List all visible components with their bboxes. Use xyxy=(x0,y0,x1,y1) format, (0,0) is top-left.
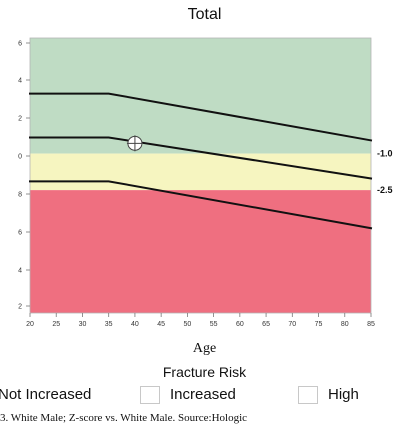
patient-marker xyxy=(126,135,143,152)
x-tick-label: 20 xyxy=(26,321,34,328)
x-tick-label: 30 xyxy=(79,321,87,328)
reference-line-1 xyxy=(29,92,373,142)
x-axis-label: Age xyxy=(192,341,217,356)
band-high xyxy=(30,190,371,313)
y-tick-label: 4 xyxy=(18,78,22,85)
threshold-labels: -1.0 -2.5 xyxy=(377,149,393,196)
band-increased xyxy=(30,153,371,191)
legend-label-not-increased: Not Increased xyxy=(0,386,92,403)
reference-curves xyxy=(29,92,373,230)
threshold-label-minus-2-5: -2.5 xyxy=(377,185,393,195)
threshold-label-minus-1: -1.0 xyxy=(377,149,393,159)
x-tick-label: 40 xyxy=(131,321,139,328)
x-tick-label: 85 xyxy=(367,321,375,328)
x-tick-label: 35 xyxy=(105,321,113,328)
y-tick-label: 8 xyxy=(18,192,22,199)
chart-title: Total xyxy=(187,6,222,23)
y-tick-label: 6 xyxy=(18,230,22,237)
x-axis-ticks: 20 25 30 35 40 45 50 55 60 65 70 75 80 85 xyxy=(26,313,375,328)
x-tick-label: 65 xyxy=(262,321,270,328)
x-tick-label: 50 xyxy=(183,321,191,328)
legend-label-increased: Increased xyxy=(170,386,236,403)
y-tick-label: 4 xyxy=(18,268,22,275)
fracture-risk-legend: Not Increased Increased High xyxy=(0,383,409,407)
y-tick-label: 2 xyxy=(18,304,22,311)
x-tick-label: 75 xyxy=(315,321,323,328)
y-tick-label: 0 xyxy=(18,154,22,161)
legend-item-not-increased: Not Increased xyxy=(0,383,91,407)
legend-item-high: High xyxy=(298,383,359,407)
plot-border xyxy=(29,37,372,314)
legend-title: Fracture Risk xyxy=(162,364,247,380)
legend-swatch-high xyxy=(298,386,318,404)
x-tick-label: 60 xyxy=(236,321,244,328)
risk-bands xyxy=(30,38,371,313)
reference-line-3 xyxy=(29,180,373,230)
y-tick-label: 6 xyxy=(18,41,22,48)
x-tick-label: 45 xyxy=(157,321,165,328)
plot-frame xyxy=(29,37,372,314)
legend-swatch-increased xyxy=(140,386,160,404)
legend-item-increased: Increased xyxy=(140,383,236,407)
footnote: 3. White Male; Z-score vs. White Male. S… xyxy=(0,412,248,424)
legend-label-high: High xyxy=(328,386,359,403)
x-tick-label: 55 xyxy=(210,321,218,328)
x-tick-label: 80 xyxy=(341,321,349,328)
band-not-increased xyxy=(30,38,371,154)
x-tick-label: 70 xyxy=(288,321,296,328)
reference-line-2 xyxy=(29,136,373,180)
x-tick-label: 25 xyxy=(52,321,60,328)
y-tick-label: 2 xyxy=(18,116,22,123)
y-axis-ticks: 6 4 2 0 8 6 4 2 xyxy=(18,41,30,311)
